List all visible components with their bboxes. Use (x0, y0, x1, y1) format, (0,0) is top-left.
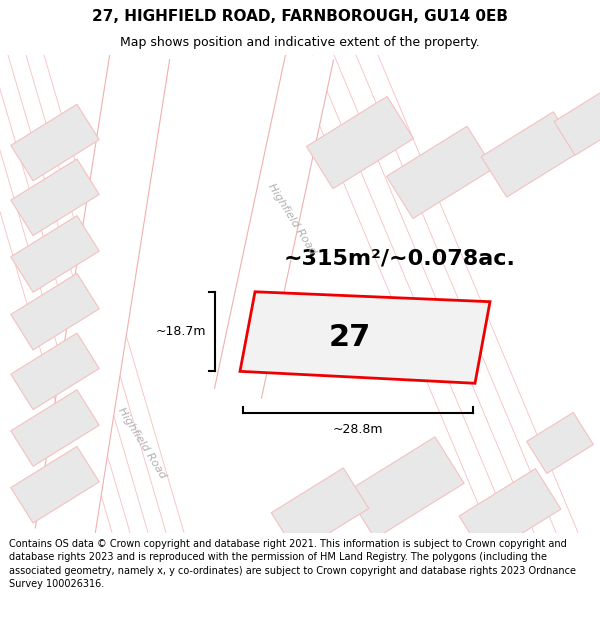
Polygon shape (11, 333, 99, 409)
Polygon shape (307, 96, 413, 189)
Polygon shape (459, 469, 561, 557)
Text: ~315m²/~0.078ac.: ~315m²/~0.078ac. (284, 249, 516, 269)
Polygon shape (11, 446, 99, 523)
Polygon shape (215, 50, 334, 398)
Polygon shape (481, 112, 579, 197)
Text: Highfield Road: Highfield Road (266, 182, 318, 256)
Polygon shape (11, 390, 99, 466)
Text: Contains OS data © Crown copyright and database right 2021. This information is : Contains OS data © Crown copyright and d… (9, 539, 576, 589)
Polygon shape (386, 126, 494, 219)
Polygon shape (271, 468, 369, 553)
Polygon shape (554, 90, 600, 156)
Text: 27: 27 (329, 322, 371, 351)
Polygon shape (11, 216, 99, 292)
Polygon shape (527, 412, 593, 474)
Polygon shape (346, 437, 464, 539)
Text: Map shows position and indicative extent of the property.: Map shows position and indicative extent… (120, 36, 480, 49)
Polygon shape (11, 159, 99, 236)
Text: ~28.8m: ~28.8m (333, 423, 383, 436)
Text: 27, HIGHFIELD ROAD, FARNBOROUGH, GU14 0EB: 27, HIGHFIELD ROAD, FARNBOROUGH, GU14 0E… (92, 9, 508, 24)
Polygon shape (11, 273, 99, 350)
Text: ~18.7m: ~18.7m (155, 325, 206, 338)
Polygon shape (35, 51, 170, 537)
Text: Highfield Road: Highfield Road (116, 406, 168, 480)
Polygon shape (11, 104, 99, 181)
Polygon shape (240, 292, 490, 383)
